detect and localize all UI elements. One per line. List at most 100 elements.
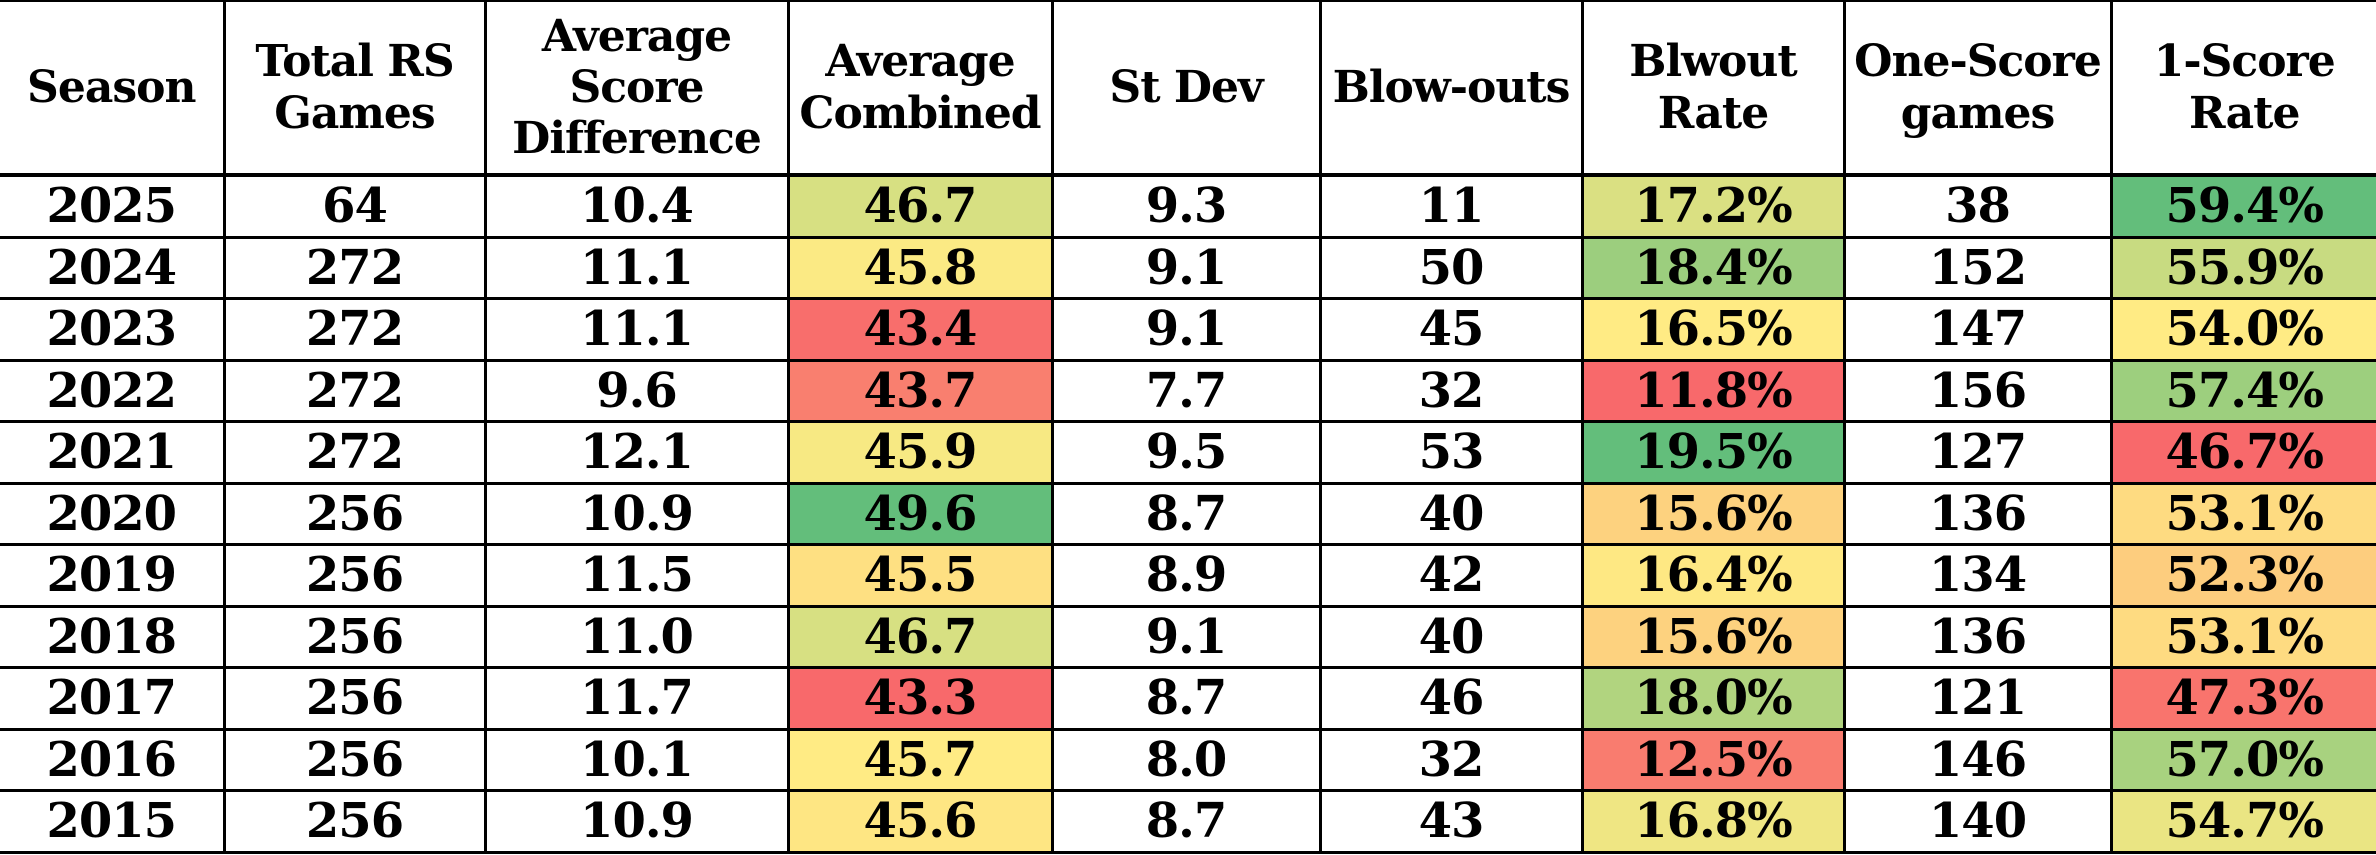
cell-blwout_rate: 16.5% — [1580, 297, 1846, 362]
cell-one_score_games: 136 — [1842, 481, 2113, 546]
cell-one_score_rate: 55.9% — [2109, 235, 2376, 300]
cell-blwout_rate: 15.6% — [1580, 481, 1846, 546]
cell-one_score_games: 152 — [1842, 235, 2113, 300]
table-row-2019: 2019 256 11.5 45.5 8.9 42 16.4% 134 52.3% — [0, 543, 2376, 608]
cell-avg_combined: 46.7 — [786, 173, 1054, 239]
column-header-avg_score_diff: Average Score Difference — [483, 0, 790, 177]
table-row-2024: 2024 272 11.1 45.8 9.1 50 18.4% 152 55.9% — [0, 235, 2376, 300]
cell-avg_score_diff: 11.7 — [483, 666, 790, 731]
cell-avg_score_diff: 10.9 — [483, 789, 790, 854]
cell-blow_outs: 45 — [1318, 297, 1584, 362]
cell-one_score_games: 156 — [1842, 358, 2113, 423]
table-row-2016: 2016 256 10.1 45.7 8.0 32 12.5% 146 57.0% — [0, 727, 2376, 792]
table-row-2017: 2017 256 11.7 43.3 8.7 46 18.0% 121 47.3% — [0, 666, 2376, 731]
cell-one_score_rate: 57.0% — [2109, 727, 2376, 792]
cell-total_rs_games: 256 — [222, 727, 487, 792]
cell-blow_outs: 11 — [1318, 173, 1584, 239]
cell-one_score_games: 146 — [1842, 727, 2113, 792]
cell-one_score_games: 121 — [1842, 666, 2113, 731]
cell-avg_score_diff: 9.6 — [483, 358, 790, 423]
cell-season: 2017 — [0, 666, 226, 731]
cell-blow_outs: 32 — [1318, 727, 1584, 792]
cell-season: 2015 — [0, 789, 226, 854]
cell-avg_score_diff: 10.9 — [483, 481, 790, 546]
cell-blow_outs: 40 — [1318, 481, 1584, 546]
cell-season: 2023 — [0, 297, 226, 362]
cell-one_score_games: 134 — [1842, 543, 2113, 608]
cell-one_score_rate: 54.0% — [2109, 297, 2376, 362]
cell-avg_combined: 45.6 — [786, 789, 1054, 854]
cell-blow_outs: 43 — [1318, 789, 1584, 854]
cell-season: 2022 — [0, 358, 226, 423]
cell-blwout_rate: 19.5% — [1580, 420, 1846, 485]
cell-season: 2019 — [0, 543, 226, 608]
cell-avg_combined: 49.6 — [786, 481, 1054, 546]
cell-avg_score_diff: 11.5 — [483, 543, 790, 608]
cell-one_score_games: 136 — [1842, 604, 2113, 669]
cell-total_rs_games: 64 — [222, 173, 487, 239]
cell-season: 2021 — [0, 420, 226, 485]
cell-total_rs_games: 272 — [222, 235, 487, 300]
cell-blow_outs: 40 — [1318, 604, 1584, 669]
table-row-2023: 2023 272 11.1 43.4 9.1 45 16.5% 147 54.0% — [0, 297, 2376, 362]
cell-one_score_rate: 59.4% — [2109, 173, 2376, 239]
cell-one_score_rate: 46.7% — [2109, 420, 2376, 485]
cell-blwout_rate: 17.2% — [1580, 173, 1846, 239]
table-row-2025: 2025 64 10.4 46.7 9.3 11 17.2% 38 59.4% — [0, 173, 2376, 239]
cell-total_rs_games: 256 — [222, 543, 487, 608]
cell-blwout_rate: 16.4% — [1580, 543, 1846, 608]
cell-blow_outs: 46 — [1318, 666, 1584, 731]
cell-avg_combined: 43.4 — [786, 297, 1054, 362]
cell-blwout_rate: 12.5% — [1580, 727, 1846, 792]
cell-blow_outs: 32 — [1318, 358, 1584, 423]
cell-season: 2020 — [0, 481, 226, 546]
cell-st_dev: 8.0 — [1050, 727, 1322, 792]
cell-total_rs_games: 256 — [222, 666, 487, 731]
cell-total_rs_games: 256 — [222, 481, 487, 546]
cell-one_score_games: 38 — [1842, 173, 2113, 239]
cell-one_score_rate: 54.7% — [2109, 789, 2376, 854]
column-header-season: Season — [0, 0, 226, 177]
cell-one_score_games: 127 — [1842, 420, 2113, 485]
cell-blwout_rate: 18.0% — [1580, 666, 1846, 731]
column-header-one_score_games: One-Score games — [1842, 0, 2113, 177]
column-header-one_score_rate: 1-Score Rate — [2109, 0, 2376, 177]
column-header-blow_outs: Blow-outs — [1318, 0, 1584, 177]
cell-avg_combined: 45.7 — [786, 727, 1054, 792]
cell-st_dev: 9.1 — [1050, 235, 1322, 300]
cell-st_dev: 9.3 — [1050, 173, 1322, 239]
cell-avg_combined: 45.9 — [786, 420, 1054, 485]
cell-blow_outs: 53 — [1318, 420, 1584, 485]
cell-one_score_rate: 57.4% — [2109, 358, 2376, 423]
cell-st_dev: 7.7 — [1050, 358, 1322, 423]
cell-blwout_rate: 15.6% — [1580, 604, 1846, 669]
cell-st_dev: 9.1 — [1050, 604, 1322, 669]
cell-one_score_games: 140 — [1842, 789, 2113, 854]
cell-total_rs_games: 272 — [222, 358, 487, 423]
cell-blwout_rate: 11.8% — [1580, 358, 1846, 423]
cell-one_score_rate: 53.1% — [2109, 481, 2376, 546]
cell-blwout_rate: 16.8% — [1580, 789, 1846, 854]
cell-blow_outs: 50 — [1318, 235, 1584, 300]
cell-one_score_rate: 52.3% — [2109, 543, 2376, 608]
table-header: Season Total RS Games Average Score Differ… — [0, 0, 2376, 177]
cell-avg_score_diff: 10.1 — [483, 727, 790, 792]
cell-blow_outs: 42 — [1318, 543, 1584, 608]
cell-season: 2016 — [0, 727, 226, 792]
column-header-total_rs_games: Total RS Games — [222, 0, 487, 177]
cell-avg_score_diff: 11.0 — [483, 604, 790, 669]
cell-one_score_games: 147 — [1842, 297, 2113, 362]
column-header-st_dev: St Dev — [1050, 0, 1322, 177]
table-row-2015: 2015 256 10.9 45.6 8.7 43 16.8% 140 54.7% — [0, 789, 2376, 854]
cell-avg_score_diff: 12.1 — [483, 420, 790, 485]
cell-st_dev: 9.1 — [1050, 297, 1322, 362]
cell-avg_combined: 43.3 — [786, 666, 1054, 731]
cell-avg_combined: 46.7 — [786, 604, 1054, 669]
cell-season: 2018 — [0, 604, 226, 669]
cell-one_score_rate: 53.1% — [2109, 604, 2376, 669]
cell-st_dev: 8.9 — [1050, 543, 1322, 608]
cell-total_rs_games: 256 — [222, 604, 487, 669]
cell-st_dev: 8.7 — [1050, 481, 1322, 546]
table-row-2020: 2020 256 10.9 49.6 8.7 40 15.6% 136 53.1% — [0, 481, 2376, 546]
